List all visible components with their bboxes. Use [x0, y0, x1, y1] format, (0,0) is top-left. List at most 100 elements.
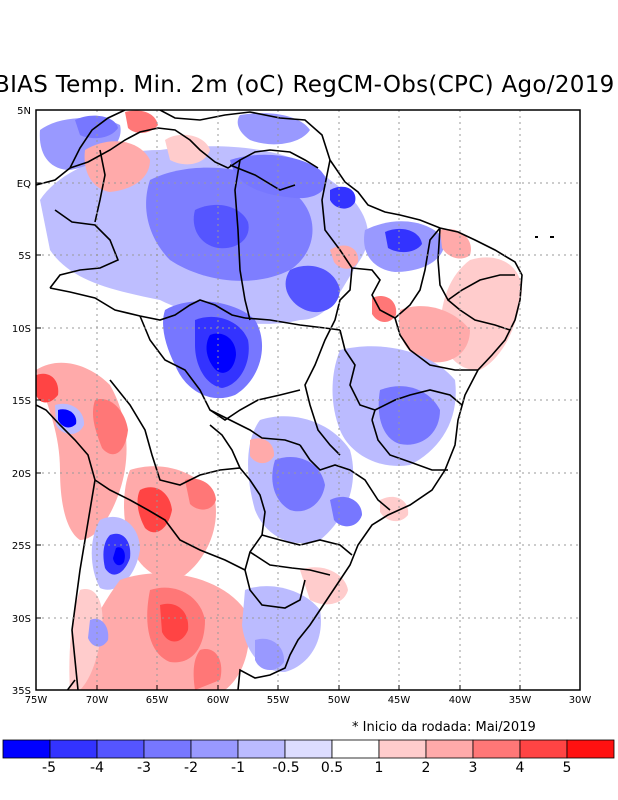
- colorbar-label: 2: [422, 760, 431, 776]
- colorbar-labels: -5 -4 -3 -2 -1 -0.5 0.5 1 2 3 4 5: [42, 760, 571, 776]
- bias-region: [36, 373, 59, 403]
- state-border: [437, 227, 515, 302]
- lat-label: 30S: [12, 614, 31, 625]
- bias-region: [206, 333, 236, 373]
- lat-label: EQ: [17, 179, 31, 190]
- colorbar-swatch: [143, 739, 192, 759]
- country-border: [234, 159, 251, 321]
- colorbar: [2, 739, 615, 759]
- colorbar-swatch: [472, 739, 521, 759]
- lat-label: 25S: [12, 541, 31, 552]
- colorbar-label: -2: [184, 760, 198, 776]
- colorbar-label: 0.5: [321, 760, 343, 776]
- bias-region: [255, 638, 285, 671]
- lon-label: 65W: [146, 695, 169, 706]
- bias-region: [137, 487, 172, 533]
- lat-label: 20S: [12, 469, 31, 480]
- country-border: [109, 379, 306, 609]
- state-border: [299, 444, 391, 511]
- lon-label: 30W: [569, 695, 592, 706]
- run-start-note: * Inicio da rodada: Mai/2019: [352, 720, 536, 735]
- lat-labels: 5N EQ 5S 10S 15S 20S 25S 30S 35S: [12, 106, 31, 697]
- colorbar-swatch: [566, 739, 615, 759]
- colorbar-swatch: [284, 739, 333, 759]
- colorbar-label: -1: [231, 760, 245, 776]
- colorbar-swatch: [49, 739, 98, 759]
- bias-region: [165, 134, 210, 165]
- country-border: [49, 209, 246, 321]
- lon-label: 35W: [509, 695, 532, 706]
- bias-region: [160, 603, 189, 642]
- country-border: [209, 424, 241, 469]
- bias-region: [300, 567, 348, 605]
- bias-region: [440, 229, 471, 259]
- country-border: [66, 679, 76, 690]
- lat-label: 10S: [12, 324, 31, 335]
- lat-label: 35S: [12, 686, 31, 697]
- bias-region: [399, 306, 470, 363]
- colorbar-swatch: [519, 739, 568, 759]
- bias-region: [250, 438, 275, 464]
- axis-ticks: [35, 109, 581, 691]
- bias-field: [36, 110, 522, 690]
- bias-region: [92, 399, 128, 455]
- colorbar-label: 4: [516, 760, 525, 776]
- colorbar-label: -3: [137, 760, 151, 776]
- lat-label: 5N: [17, 106, 31, 117]
- islands: [535, 236, 554, 238]
- bias-region: [58, 409, 77, 428]
- state-border: [304, 159, 353, 456]
- country-border: [94, 479, 246, 571]
- colorbar-swatch: [190, 739, 239, 759]
- colorbar-swatch: [237, 739, 286, 759]
- south-america-coastline: [36, 110, 523, 690]
- country-border: [69, 127, 319, 169]
- state-border: [447, 299, 511, 331]
- state-border: [209, 389, 301, 421]
- bias-region: [113, 547, 125, 566]
- state-border: [229, 164, 296, 191]
- colorbar-swatch: [378, 739, 427, 759]
- state-border: [261, 534, 353, 556]
- lon-label: 55W: [267, 695, 290, 706]
- lon-label: 60W: [207, 695, 230, 706]
- colorbar-swatch: [2, 739, 51, 759]
- colorbar-label: -5: [42, 760, 56, 776]
- state-border: [374, 389, 463, 411]
- bias-region: [193, 204, 249, 249]
- graticule: [36, 110, 580, 690]
- colorbar-label: 1: [375, 760, 384, 776]
- bias-region: [285, 265, 340, 313]
- bias-region: [125, 110, 158, 133]
- colorbar-label: 5: [563, 760, 572, 776]
- lon-label: 45W: [388, 695, 411, 706]
- bias-region: [237, 113, 310, 145]
- state-border: [249, 551, 331, 576]
- colorbar-swatch: [425, 739, 474, 759]
- lat-label: 15S: [12, 396, 31, 407]
- bias-region: [193, 649, 222, 690]
- bias-region: [385, 228, 422, 253]
- state-border: [244, 317, 341, 331]
- lon-label: 70W: [86, 695, 109, 706]
- lon-label: 75W: [25, 695, 48, 706]
- country-border: [94, 149, 106, 223]
- colorbar-swatch: [331, 739, 380, 759]
- state-border: [371, 419, 448, 471]
- lon-label: 50W: [328, 695, 351, 706]
- bias-region: [330, 496, 362, 527]
- colorbar-label: -4: [90, 760, 104, 776]
- bias-region: [69, 589, 103, 690]
- lon-label: 40W: [449, 695, 472, 706]
- lon-labels: 75W 70W 65W 60W 55W 50W 45W 40W 35W 30W: [25, 695, 592, 706]
- colorbar-swatch: [96, 739, 145, 759]
- bias-region: [272, 457, 325, 512]
- lat-label: 5S: [18, 251, 31, 262]
- colorbar-label: -0.5: [272, 760, 299, 776]
- map-title: BIAS Temp. Min. 2m (oC) RegCM-Obs(CPC) A…: [0, 72, 615, 98]
- bias-region: [88, 618, 109, 647]
- bias-region: [330, 186, 356, 209]
- bias-region: [185, 478, 216, 510]
- colorbar-label: 3: [469, 760, 478, 776]
